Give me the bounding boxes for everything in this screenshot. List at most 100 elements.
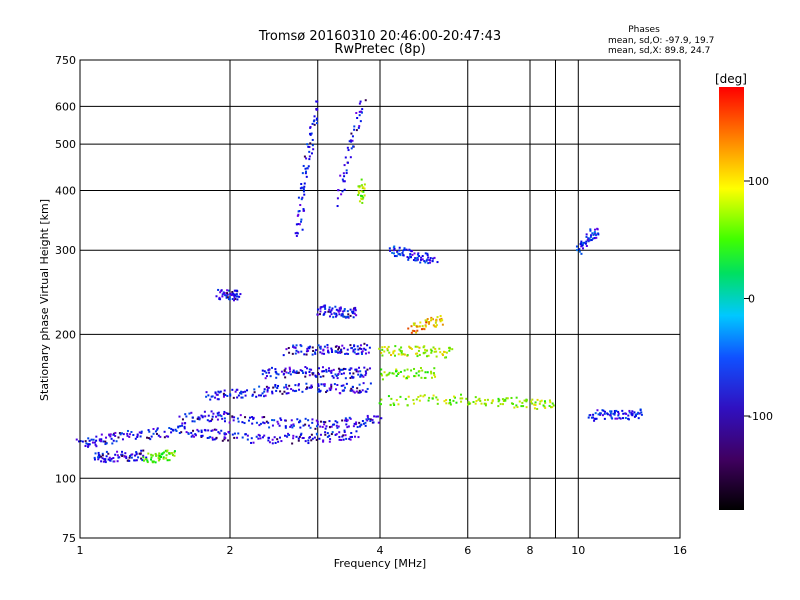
data-point [618,416,621,419]
data-point [131,453,134,456]
data-point [389,403,392,406]
data-point [190,411,193,414]
data-point [211,438,214,441]
data-point [167,435,170,438]
data-point [219,390,222,393]
data-point [252,417,255,420]
data-point [399,395,402,398]
data-point [181,424,184,427]
data-point [232,292,235,295]
data-point [84,445,87,448]
data-point [315,108,318,111]
data-point [426,254,429,257]
data-point [364,424,367,427]
data-point [158,452,161,455]
data-point [300,186,303,189]
data-point [441,319,444,322]
data-point [424,351,427,354]
data-point [311,353,314,356]
data-point [340,368,343,371]
data-point [214,391,217,394]
data-point [402,254,405,257]
data-point [613,413,616,416]
data-point [231,415,234,418]
data-point [412,402,415,405]
data-point [217,288,220,291]
data-point [165,454,168,457]
data-point [212,412,215,415]
data-point [423,394,426,397]
data-point [435,355,438,358]
data-point [263,370,266,373]
data-point [116,460,119,463]
data-point [278,424,281,427]
data-point [319,347,322,350]
data-point [400,351,403,354]
data-point [341,190,344,193]
data-point [621,409,624,412]
data-point [344,368,347,371]
data-point [301,437,304,440]
data-point [267,421,270,424]
data-point [326,432,329,435]
data-point [216,412,219,415]
data-point [236,436,239,439]
data-point [295,389,298,392]
data-point [343,164,346,167]
data-point [538,402,541,405]
data-point [610,416,613,419]
data-point [427,354,430,357]
data-point [366,368,369,371]
data-point [128,456,131,459]
data-point [309,345,312,348]
data-point [300,183,303,186]
data-point [397,252,400,255]
data-point [371,418,374,421]
data-point [244,433,247,436]
data-point [268,371,271,374]
data-point [345,423,348,426]
data-point [412,259,415,262]
data-point [418,370,421,373]
data-point [188,412,191,415]
data-point [621,417,624,420]
data-point [415,331,418,334]
data-point [534,401,537,404]
data-point [156,428,159,431]
data-point [585,245,588,248]
data-point [277,384,280,387]
data-point [322,305,325,308]
data-point [246,389,249,392]
data-point [631,413,634,416]
data-point [363,366,366,369]
data-point [490,402,493,405]
data-point [297,351,300,354]
data-point [310,386,313,389]
data-point [297,223,300,226]
data-point [584,242,587,245]
data-point [215,295,218,298]
data-point [306,347,309,350]
data-point [400,353,403,356]
data-point [353,351,356,354]
data-point [417,396,420,399]
data-point [346,419,349,422]
data-point [351,139,354,142]
data-point [337,189,340,192]
data-point [361,108,364,111]
data-point [292,371,295,374]
data-point [448,398,451,401]
data-point [317,384,320,387]
data-point [310,384,313,387]
data-point [379,403,382,406]
data-point [255,435,258,438]
data-point [335,388,338,391]
data-point [158,454,161,457]
data-point [264,394,267,397]
data-point [397,353,400,356]
data-point [328,387,331,390]
data-point [433,350,436,353]
data-point [308,436,311,439]
data-point [412,322,415,325]
data-point [302,437,305,440]
